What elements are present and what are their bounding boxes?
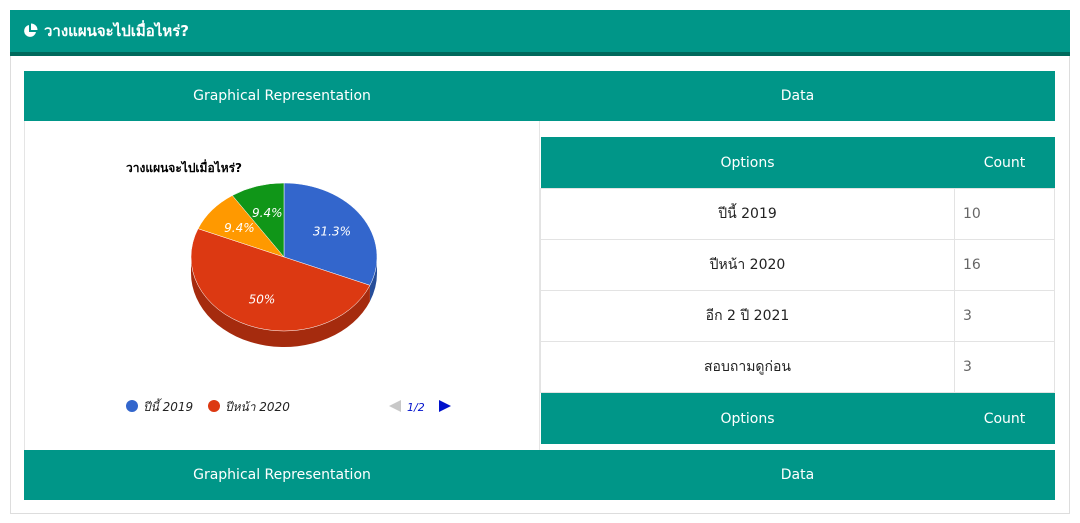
chart-cell: วางแผนจะไปเมื่อไหร่? 31.3% 50% 9.4% 9.4% ปี…	[24, 121, 540, 450]
options-header: Options	[540, 137, 955, 189]
pie-slice-label-3: 9.4%	[252, 206, 283, 220]
pie-slice-side-0	[369, 257, 377, 302]
table-row: ปีนี้ 2019 10	[540, 188, 1055, 240]
option-cell: ปีหน้า 2020	[540, 239, 955, 291]
panel-title: วางแผนจะไปเมื่อไหร่?	[44, 22, 190, 40]
column-header-row-top: Graphical Representation Data	[24, 71, 1055, 121]
legend-marker-1	[208, 400, 220, 412]
chart-title: วางแผนจะไปเมื่อไหร่?	[126, 159, 242, 175]
pie-slice-label-0: 31.3%	[313, 225, 351, 239]
pie-slice-3[interactable]	[231, 182, 285, 258]
count-cell: 10	[954, 188, 1055, 240]
count-cell: 16	[954, 239, 1055, 291]
pie-slice-label-1: 50%	[249, 292, 276, 306]
graph-column-header: Graphical Representation	[193, 88, 371, 104]
pie-slice-0[interactable]	[283, 182, 378, 286]
table-row: สอบถามดูก่อน 3	[540, 341, 1055, 393]
option-cell: สอบถามดูก่อน	[540, 341, 955, 393]
data-column-footer: Data	[780, 467, 815, 483]
count-cell: 3	[954, 290, 1055, 342]
table-header-row: Options Count	[540, 137, 1055, 189]
table-row: อีก 2 ปี 2021 3	[540, 290, 1055, 342]
legend-marker-0	[126, 400, 138, 412]
panel-header: วางแผนจะไปเมื่อไหร่?	[10, 10, 1070, 56]
pie-chart-icon	[24, 23, 38, 37]
count-cell: 3	[954, 341, 1055, 393]
legend-prev-arrow-icon[interactable]	[389, 400, 401, 412]
legend-label-0: ปีนี้ 2019	[143, 398, 193, 414]
pie-chart: วางแผนจะไปเมื่อไหร่? 31.3% 50% 9.4%9.4% ปี…	[126, 159, 451, 414]
count-header: Count	[954, 137, 1055, 189]
count-footer: Count	[954, 392, 1055, 444]
pie-slice-side-1	[191, 257, 370, 347]
option-cell: อีก 2 ปี 2021	[540, 290, 955, 342]
option-cell: ปีนี้ 2019	[540, 188, 955, 240]
data-table: Options Count ปีนี้ 2019 10 ปีหน้า 2020 …	[540, 137, 1055, 444]
pie-slice-1[interactable]	[190, 228, 371, 332]
legend-label-1: ปีหน้า 2020	[225, 400, 290, 414]
pie-slice-label-2: 9.4%	[224, 221, 255, 235]
legend-next-arrow-icon[interactable]	[439, 400, 451, 412]
column-header-row-bottom: Graphical Representation Data	[24, 450, 1055, 500]
options-footer: Options	[540, 392, 955, 444]
table-footer-row: Options Count	[540, 392, 1055, 444]
panel-body	[10, 56, 1070, 514]
legend-page-indicator: 1/2	[407, 401, 425, 414]
table-row: ปีหน้า 2020 16	[540, 239, 1055, 291]
graph-column-footer: Graphical Representation	[193, 467, 371, 483]
data-column-header: Data	[780, 88, 815, 104]
chart-legend: ปีนี้ 2019 ปีหน้า 2020 1/2	[126, 398, 451, 414]
